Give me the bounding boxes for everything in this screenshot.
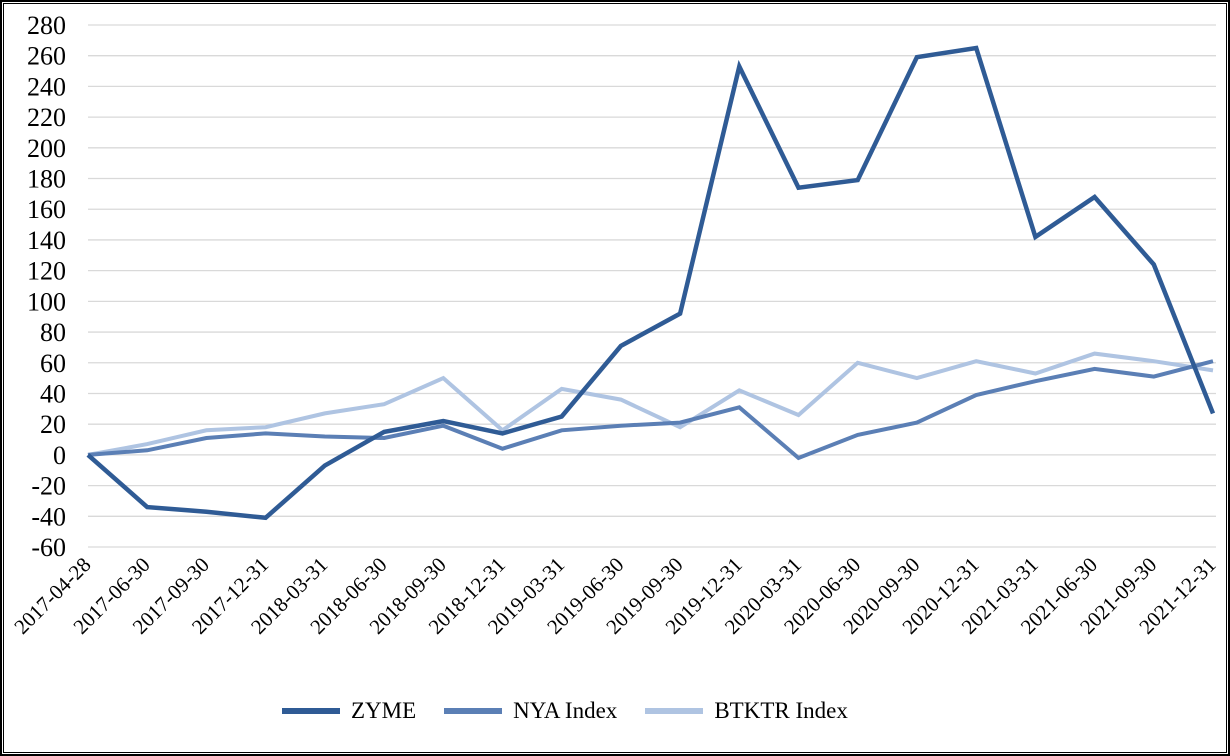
series-line-nya-index: [87, 359, 1214, 461]
legend-label-nya-index: NYA Index: [513, 698, 618, 723]
gridlines: [88, 24, 1216, 548]
x-axis-tick-labels: 2017-04-282017-06-302017-09-302017-12-31…: [9, 553, 1220, 639]
y-tick-label: 100: [27, 287, 66, 316]
y-tick-label: 80: [40, 318, 66, 347]
y-tick-label: 60: [40, 349, 66, 378]
legend-label-zyme: ZYME: [351, 698, 417, 723]
y-tick-label: 240: [27, 72, 66, 101]
series-line-btktr-index: [87, 351, 1214, 457]
y-tick-label: 20: [40, 410, 66, 439]
legend-line-swatch-nya-index: [444, 708, 503, 714]
legend-label-btktr-index: BTKTR Index: [714, 698, 848, 723]
chart-canvas: 280 260 240 220 200 180 160 140 120 100 80 60 40 20 0-…: [3, 3, 1227, 753]
y-tick-label: 140: [27, 226, 66, 255]
series-lines: [86, 45, 1216, 521]
legend-line-swatch-btktr-index: [645, 708, 704, 714]
y-tick-label: -20: [31, 472, 66, 501]
y-tick-label: 280: [27, 11, 66, 40]
y-tick-label: 180: [27, 165, 66, 194]
y-tick-label: 0: [53, 441, 66, 470]
legend-line-swatch-zyme: [282, 708, 340, 714]
y-tick-label: 40: [40, 379, 66, 408]
series-line-zyme: [86, 45, 1216, 521]
y-tick-label: 200: [27, 134, 66, 163]
chart-legend: ZYME NYA Index BTKTR Index: [282, 698, 848, 724]
legend-item-nya-index: NYA Index: [444, 698, 617, 724]
y-tick-label: 260: [27, 42, 66, 71]
line-chart: 280260240220200180160140120100806040200-…: [9, 11, 1220, 639]
y-tick-label: 120: [27, 257, 66, 286]
y-tick-label: 220: [27, 103, 66, 132]
legend-item-zyme: ZYME: [282, 698, 416, 724]
y-tick-label: -60: [31, 533, 66, 562]
y-axis-tick-labels: 280260240220200180160140120100806040200-…: [27, 11, 66, 562]
legend-item-btktr-index: BTKTR Index: [645, 698, 848, 724]
y-tick-label: -40: [31, 502, 66, 531]
y-tick-label: 160: [27, 195, 66, 224]
